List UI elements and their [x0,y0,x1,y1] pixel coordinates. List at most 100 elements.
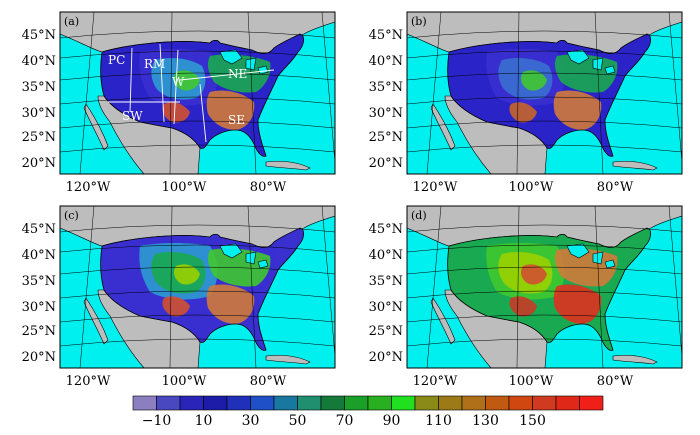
latitude-label: 35°N [22,80,56,95]
longitude-label: 100°W [509,180,554,195]
latitude-label: 40°N [22,248,56,263]
longitude-label: 100°W [509,374,554,389]
colorbar-swatch [414,395,439,411]
latitude-line [407,338,682,347]
region-label: W [172,75,185,89]
latitude-line [60,314,335,323]
longitude-line [321,12,335,166]
longitude-line [169,12,173,174]
latitude-label: 25°N [22,130,56,145]
map-frame [406,11,683,175]
latitude-line [407,96,682,105]
shaded-area [509,102,537,123]
great-lakes [566,243,616,269]
shaded-area [174,70,200,91]
longitude-line [247,206,257,368]
colorbar-swatch [226,395,251,411]
latitude-label: 25°N [369,324,403,339]
colorbar-label: 50 [289,413,307,429]
panel-label: (c) [64,209,79,222]
colorbar-label: 90 [383,413,401,429]
cuba-land [612,354,658,365]
latitude-line [407,314,682,323]
longitude-line [516,12,520,174]
latitude-label: 45°N [22,28,56,43]
region-label: PC [108,53,125,67]
baja-land [83,297,109,345]
longitude-label: 120°W [413,180,458,195]
longitude-label: 120°W [66,180,111,195]
baja-land [83,103,109,151]
latitude-label: 25°N [369,130,403,145]
region-label: SE [228,113,245,127]
colorbar-swatch [485,395,510,411]
latitude-label: 35°N [369,274,403,289]
latitude-label: 40°N [369,248,403,263]
baja-land [430,297,456,345]
latitude-line [60,338,335,347]
latitude-line [407,290,682,299]
panel-label: (b) [411,15,427,28]
latitude-line [407,244,682,253]
colorbar-swatch [438,395,463,411]
longitude-line [516,206,520,368]
region-label: RM [144,57,165,71]
baja-land [430,103,456,151]
colorbar-swatch [344,395,369,411]
longitude-line [594,12,604,174]
colorbar-label: 70 [336,413,354,429]
longitude-label: 100°W [162,374,207,389]
colorbar-swatch [179,395,204,411]
longitude-line [79,206,95,368]
cuba-land [265,354,311,365]
latitude-line [407,224,682,233]
latitude-line [407,30,682,39]
map-panel: (d) 45°N 40°N 35°N 30°N 25°N 20°N 120°W 100°W 80°… [369,205,683,389]
latitude-label: 25°N [22,324,56,339]
shaded-area [521,264,547,285]
panel-label: (d) [411,209,427,222]
latitude-label: 20°N [22,350,56,365]
latitude-label: 45°N [22,222,56,237]
colorbar-swatch [273,395,298,411]
latitude-line [407,144,682,153]
longitude-label: 80°W [250,374,287,389]
longitude-line [169,206,173,368]
colorbar-label: 10 [195,413,213,429]
colorbar-swatch [579,395,604,411]
latitude-label: 30°N [369,300,403,315]
us-border [447,227,651,351]
shaded-area [174,264,200,285]
longitude-line [426,12,442,174]
latitude-label: 40°N [369,54,403,69]
longitude-label: 80°W [250,180,287,195]
shaded-area [521,70,547,91]
shaded-area [553,90,602,130]
colorbar: −10 10 30 50 70 90 110 130 150 [132,395,604,429]
colorbar-swatch [250,395,275,411]
latitude-label: 35°N [22,274,56,289]
longitude-label: 120°W [66,374,111,389]
longitude-label: 80°W [597,180,634,195]
latitude-line [407,50,682,59]
latitude-label: 30°N [369,106,403,121]
cuba-land [612,160,658,171]
latitude-line [60,244,335,253]
map-panel: (c) 45°N 40°N 35°N 30°N 25°N 20°N 120°W 100°W 80°… [22,205,336,389]
longitude-line [79,12,95,174]
latitude-line [60,30,335,39]
colorbar-label: 110 [425,413,452,429]
latitude-line [60,144,335,153]
colorbar-swatch [367,395,392,411]
colorbar-swatch [391,395,416,411]
latitude-line [407,72,682,81]
us-border [100,227,304,351]
colorbar-swatch [532,395,557,411]
cuba-land [265,160,311,171]
latitude-line [60,290,335,299]
us-border [447,33,651,157]
great-lakes [566,49,616,75]
latitude-label: 30°N [22,300,56,315]
colorbar-swatch [297,395,322,411]
